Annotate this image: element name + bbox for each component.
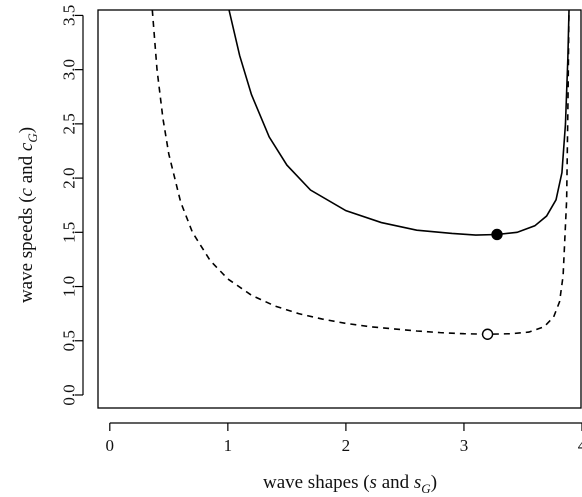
point-filled: [491, 228, 503, 241]
y-tick-label: 3.5: [60, 5, 79, 26]
x-tick-label: 4: [578, 436, 582, 455]
y-tick-label: 0.0: [60, 384, 79, 405]
y-tick-label: 3.0: [60, 59, 79, 80]
series-line-dashed: [151, 10, 570, 336]
y-tick-label: 2.5: [60, 113, 79, 134]
y-tick-label: 1.0: [60, 276, 79, 297]
y-axis: 0.0 0.5 1.0 1.5 2.0 2.5 3.0 3.5: [60, 5, 84, 406]
x-tick-label: 1: [224, 436, 233, 455]
x-tick-label: 0: [106, 436, 115, 455]
y-tick-label: 2.0: [60, 167, 79, 188]
point-open: [481, 328, 494, 340]
series-line-solid: [228, 10, 570, 236]
x-axis: 0 1 2 3 4: [106, 422, 582, 455]
x-tick-label: 3: [460, 436, 469, 455]
y-tick-label: 0.5: [60, 330, 79, 351]
plot-frame: [97, 9, 582, 409]
x-tick-label: 2: [342, 436, 351, 455]
y-axis-label: wave speeds (c and cG): [16, 127, 40, 303]
y-tick-label: 1.5: [60, 222, 79, 243]
x-axis-label: wave shapes (s and sG): [263, 472, 437, 496]
